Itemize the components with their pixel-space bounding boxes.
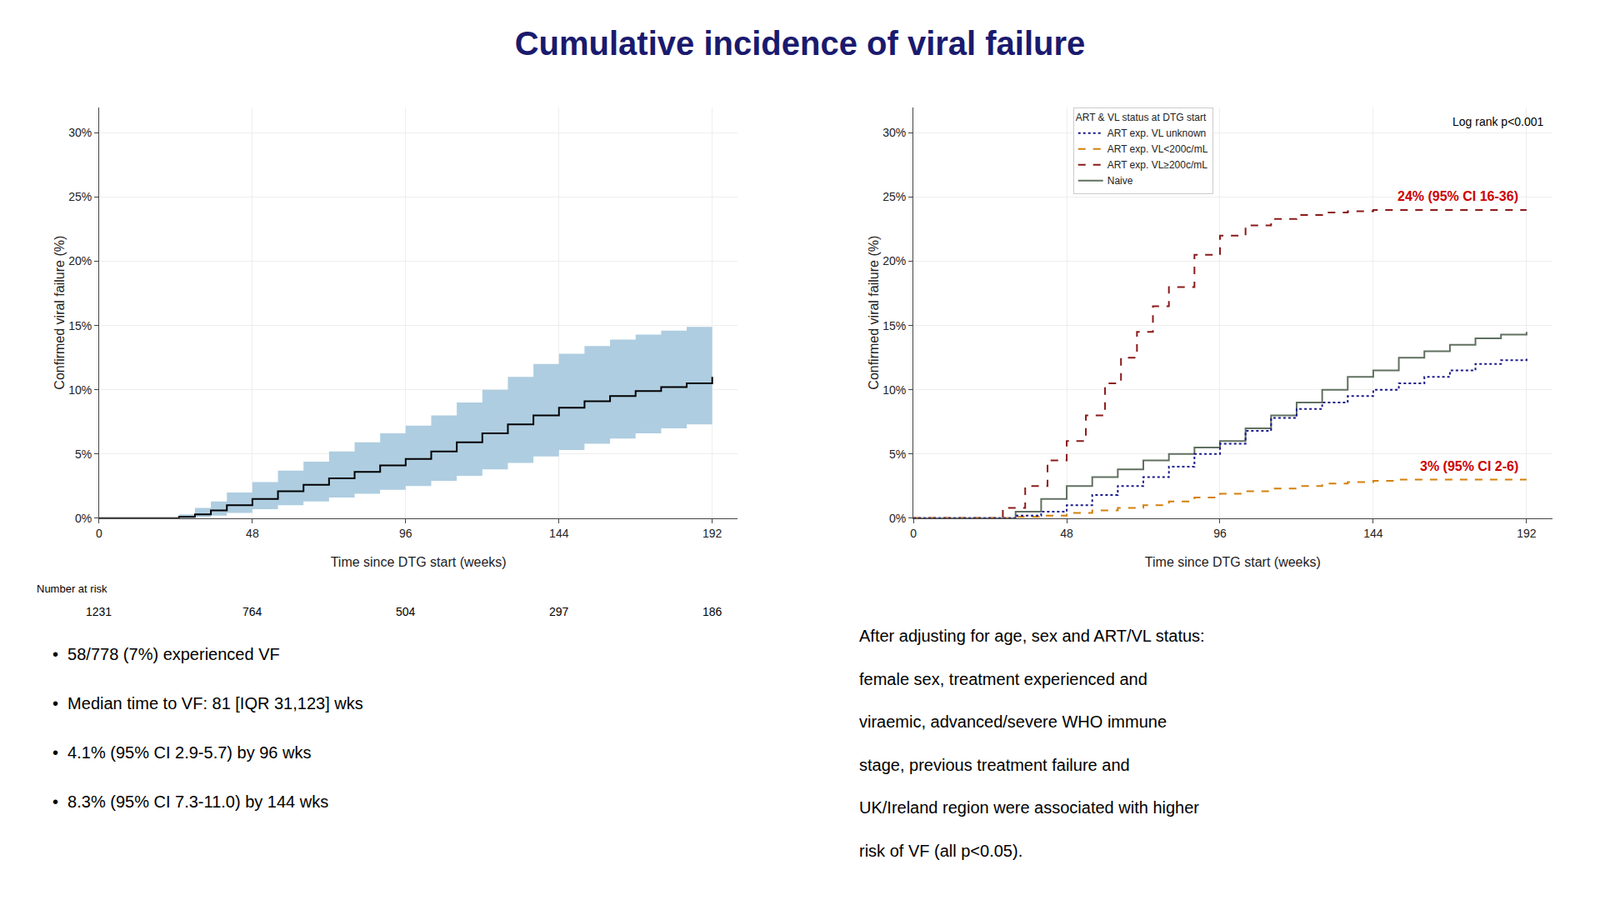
svg-text:25%: 25% — [68, 190, 92, 204]
svg-text:After adjusting for age, sex a: After adjusting for age, sex and ART/VL … — [859, 626, 1205, 645]
svg-text:1231: 1231 — [85, 605, 112, 619]
svg-text:Confirmed viral failure (%): Confirmed viral failure (%) — [866, 235, 881, 390]
svg-text:Confirmed viral failure (%): Confirmed viral failure (%) — [52, 235, 67, 390]
svg-text:Cumulative incidence of viral: Cumulative incidence of viral failure — [515, 25, 1086, 62]
svg-text:Log rank p<0.001: Log rank p<0.001 — [1452, 115, 1545, 129]
svg-text:• 58/778 (7%) experienced VF: • 58/778 (7%) experienced VF — [52, 645, 280, 664]
svg-text:5%: 5% — [889, 447, 906, 461]
svg-text:• 4.1% (95% CI 2.9-5.7) by 96: • 4.1% (95% CI 2.9-5.7) by 96 wks — [52, 743, 311, 762]
svg-text:20%: 20% — [68, 254, 92, 268]
svg-text:30%: 30% — [882, 125, 906, 140]
svg-text:186: 186 — [702, 605, 723, 619]
svg-text:764: 764 — [242, 605, 263, 619]
svg-text:0%: 0% — [75, 511, 92, 525]
svg-text:5%: 5% — [75, 447, 92, 461]
svg-text:48: 48 — [245, 526, 260, 540]
svg-text:UK/Ireland region were associa: UK/Ireland region were associated with h… — [859, 798, 1200, 817]
svg-text:144: 144 — [549, 526, 570, 540]
svg-text:Number at risk: Number at risk — [36, 582, 108, 595]
svg-text:• 8.3% (95% CI 7.3-11.0) by 1: • 8.3% (95% CI 7.3-11.0) by 144 wks — [52, 792, 329, 811]
svg-text:female sex, treatment experien: female sex, treatment experienced and — [859, 670, 1148, 689]
svg-text:3% (95% CI 2-6): 3% (95% CI 2-6) — [1420, 459, 1519, 474]
svg-text:192: 192 — [1516, 526, 1537, 540]
svg-text:24% (95% CI 16-36): 24% (95% CI 16-36) — [1397, 189, 1519, 204]
svg-text:ART exp. VL unknown: ART exp. VL unknown — [1107, 127, 1207, 140]
svg-text:144: 144 — [1363, 526, 1384, 540]
svg-text:risk of VF (all p<0.05).: risk of VF (all p<0.05). — [859, 841, 1023, 860]
svg-text:viraemic, advanced/severe WHO: viraemic, advanced/severe WHO immune — [859, 712, 1167, 731]
svg-text:0: 0 — [95, 526, 103, 540]
svg-text:504: 504 — [395, 605, 416, 619]
svg-text:297: 297 — [549, 605, 570, 619]
svg-text:30%: 30% — [68, 125, 92, 140]
svg-text:192: 192 — [702, 526, 723, 540]
svg-text:stage, previous treatment fail: stage, previous treatment failure and — [859, 755, 1130, 775]
svg-text:48: 48 — [1060, 526, 1074, 540]
svg-text:15%: 15% — [68, 319, 92, 333]
svg-text:20%: 20% — [882, 254, 906, 268]
svg-text:• Median time to VF: 81 [IQR: • Median time to VF: 81 [IQR 31,123] wks — [52, 694, 364, 713]
svg-text:Time since DTG start (weeks): Time since DTG start (weeks) — [330, 555, 507, 570]
svg-text:Time since DTG start (weeks): Time since DTG start (weeks) — [1145, 555, 1321, 570]
svg-text:0: 0 — [910, 526, 917, 540]
svg-text:25%: 25% — [882, 190, 906, 204]
svg-text:15%: 15% — [882, 319, 906, 333]
svg-text:0%: 0% — [889, 511, 906, 525]
svg-text:10%: 10% — [882, 383, 906, 397]
svg-text:Naive: Naive — [1107, 175, 1134, 187]
svg-text:96: 96 — [399, 526, 413, 540]
svg-text:96: 96 — [1213, 526, 1227, 540]
svg-text:10%: 10% — [68, 383, 92, 397]
svg-text:ART exp. VL<200c/mL: ART exp. VL<200c/mL — [1107, 143, 1209, 155]
svg-text:ART & VL status at DTG start: ART & VL status at DTG start — [1075, 111, 1207, 124]
svg-text:ART exp. VL≥200c/mL: ART exp. VL≥200c/mL — [1107, 159, 1209, 171]
